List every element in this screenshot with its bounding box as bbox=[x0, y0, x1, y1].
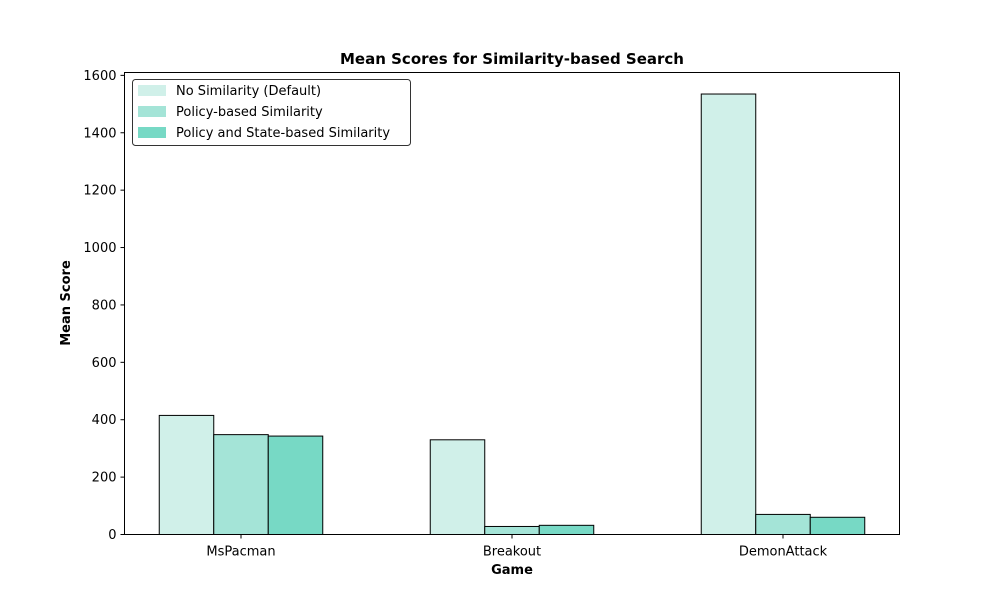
y-axis-ticks: 0 200 400 600 800 1000 1200 1400 1600 bbox=[83, 69, 125, 543]
legend-swatch bbox=[138, 106, 166, 117]
legend-label: Policy and State-based Similarity bbox=[176, 126, 390, 141]
legend-label: No Similarity (Default) bbox=[176, 84, 321, 99]
y-tick-label: 1600 bbox=[83, 69, 116, 84]
y-tick-label: 1400 bbox=[83, 126, 116, 141]
bar-demonattack-series-3 bbox=[809, 516, 866, 535]
plot-area-frame bbox=[124, 72, 900, 535]
x-tick-label: MsPacman bbox=[206, 545, 275, 560]
bar-mspacman-series-3 bbox=[267, 435, 324, 535]
legend-label: Policy-based Similarity bbox=[176, 105, 323, 120]
y-tick-label: 1200 bbox=[83, 184, 116, 199]
y-tick-label: 400 bbox=[92, 413, 117, 428]
y-tick-label: 600 bbox=[92, 356, 117, 371]
legend-swatch bbox=[138, 127, 166, 138]
bar-breakout-series-2 bbox=[484, 525, 540, 535]
bar-demonattack-series-2 bbox=[755, 513, 811, 535]
bar-breakout-series-1 bbox=[429, 439, 486, 536]
x-tick-label: Breakout bbox=[483, 545, 541, 560]
legend-box bbox=[132, 79, 411, 146]
bar-mspacman-series-1 bbox=[158, 414, 215, 536]
bar-demonattack-series-1 bbox=[700, 93, 757, 536]
x-axis-ticks: MsPacman Breakout DemonAttack bbox=[206, 534, 828, 560]
y-axis-label: Mean Score bbox=[59, 260, 74, 346]
legend-swatch bbox=[138, 85, 166, 96]
x-axis-label: Game bbox=[491, 563, 533, 578]
chart-title: Mean Scores for Similarity-based Search bbox=[340, 50, 684, 68]
y-tick-label: 1000 bbox=[83, 241, 116, 256]
bars-group bbox=[158, 93, 866, 536]
bar-mspacman-series-2 bbox=[213, 434, 269, 535]
y-tick-label: 200 bbox=[92, 471, 117, 486]
bar-breakout-series-3 bbox=[538, 524, 595, 535]
y-tick-label: 0 bbox=[108, 528, 116, 543]
legend: No Similarity (Default) Policy-based Simi… bbox=[132, 79, 411, 146]
y-tick-label: 800 bbox=[92, 298, 117, 313]
x-tick-label: DemonAttack bbox=[739, 545, 828, 560]
